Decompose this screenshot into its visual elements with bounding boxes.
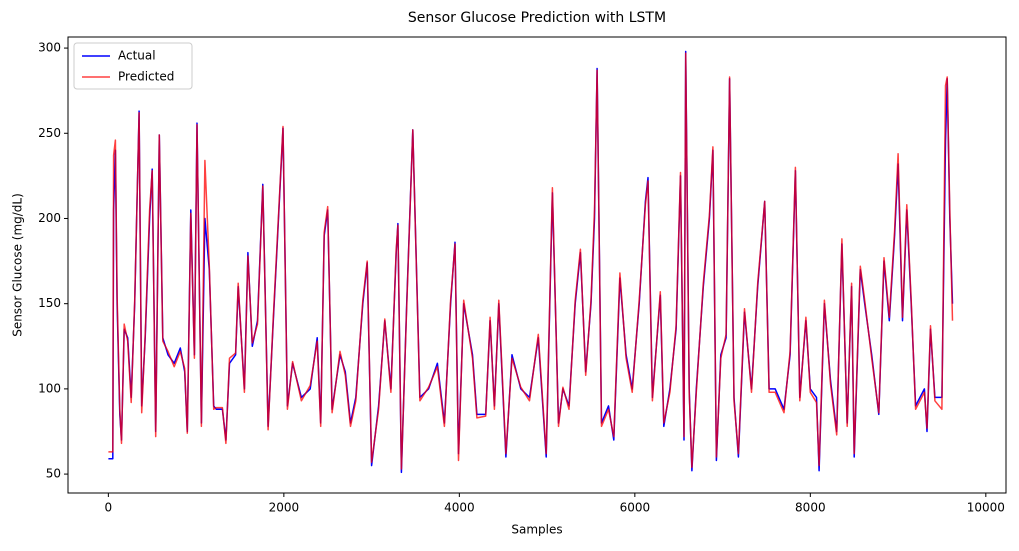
- x-tick-label: 6000: [620, 501, 651, 515]
- chart-title: Sensor Glucose Prediction with LSTM: [408, 10, 666, 26]
- x-tick-label: 4000: [444, 501, 475, 515]
- plot-frame: [67, 36, 1007, 494]
- legend-label: Predicted: [118, 70, 174, 84]
- y-tick-label: 150: [38, 296, 61, 310]
- y-tick-label: 100: [38, 381, 61, 395]
- y-tick-label: 250: [38, 126, 61, 140]
- x-tick-label: 10000: [967, 501, 1005, 515]
- x-tick-label: 8000: [795, 501, 826, 515]
- y-axis-label: Sensor Glucose (mg/dL): [11, 193, 25, 337]
- y-tick-label: 50: [46, 467, 61, 481]
- legend-label: Actual: [118, 49, 156, 63]
- x-tick-label: 2000: [269, 501, 300, 515]
- series-line: [108, 52, 954, 470]
- x-tick-label: 0: [105, 501, 113, 515]
- y-tick-label: 300: [38, 41, 61, 55]
- y-tick-label: 200: [38, 211, 61, 225]
- x-axis-label: Samples: [511, 523, 562, 537]
